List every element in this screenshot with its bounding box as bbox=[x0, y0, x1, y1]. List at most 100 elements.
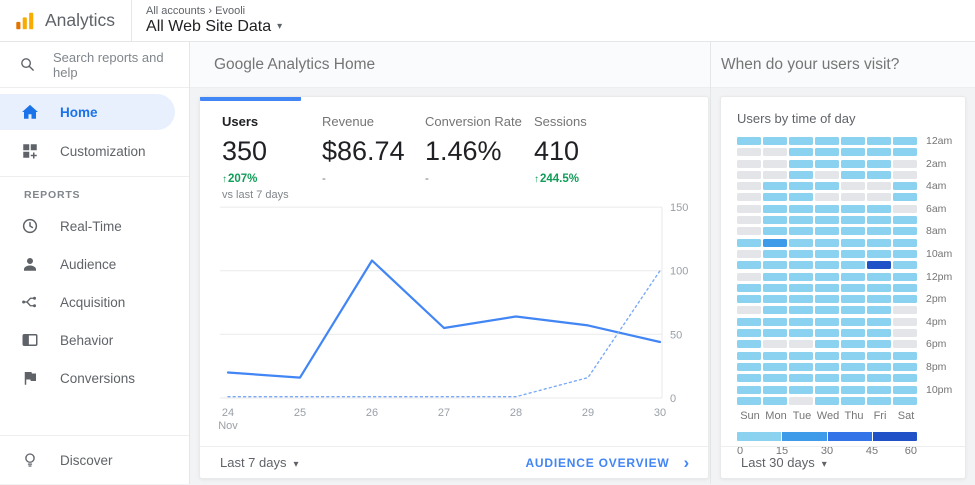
audience-overview-link[interactable]: AUDIENCE OVERVIEW › bbox=[525, 453, 690, 472]
heatmap-cell[interactable] bbox=[815, 272, 839, 281]
heatmap-cell[interactable] bbox=[763, 374, 787, 383]
heatmap-cell[interactable] bbox=[841, 351, 865, 360]
metric-sessions[interactable]: Sessions 410 ↑244.5% bbox=[534, 114, 644, 201]
heatmap-cell[interactable] bbox=[763, 306, 787, 315]
heatmap-cell[interactable] bbox=[763, 170, 787, 179]
heatmap-cell[interactable] bbox=[737, 340, 761, 349]
heatmap-cell[interactable] bbox=[867, 362, 891, 371]
heatmap-cell[interactable] bbox=[893, 272, 917, 281]
heatmap-cell[interactable] bbox=[789, 204, 813, 213]
heatmap-cell[interactable] bbox=[841, 374, 865, 383]
heatmap-cell[interactable] bbox=[867, 227, 891, 236]
heatmap-cell[interactable] bbox=[893, 362, 917, 371]
heatmap-cell[interactable] bbox=[737, 362, 761, 371]
heatmap-cell[interactable] bbox=[789, 170, 813, 179]
heatmap-cell[interactable] bbox=[815, 159, 839, 168]
heatmap-cell[interactable] bbox=[867, 137, 891, 145]
heatmap-cell[interactable] bbox=[867, 351, 891, 360]
heatmap-cell[interactable] bbox=[763, 329, 787, 338]
heatmap-cell[interactable] bbox=[867, 295, 891, 304]
heatmap-cell[interactable] bbox=[789, 227, 813, 236]
heatmap-cell[interactable] bbox=[789, 249, 813, 258]
heatmap-cell[interactable] bbox=[893, 329, 917, 338]
heatmap-cell[interactable] bbox=[893, 193, 917, 202]
heatmap-cell[interactable] bbox=[893, 306, 917, 315]
heatmap-cell[interactable] bbox=[737, 137, 761, 145]
heatmap-cell[interactable] bbox=[815, 238, 839, 247]
heatmap-cell[interactable] bbox=[763, 216, 787, 225]
heatmap-cell[interactable] bbox=[737, 170, 761, 179]
heatmap-cell[interactable] bbox=[789, 295, 813, 304]
heatmap-cell[interactable] bbox=[763, 283, 787, 292]
heatmap-cell[interactable] bbox=[737, 216, 761, 225]
metric-conversion-rate[interactable]: Conversion Rate 1.46% ↑- bbox=[425, 114, 534, 201]
metric-revenue[interactable]: Revenue $86.74 ↑- bbox=[322, 114, 425, 201]
heatmap-cell[interactable] bbox=[763, 362, 787, 371]
heatmap-cell[interactable] bbox=[841, 272, 865, 281]
sidebar-item-behavior[interactable]: Behavior bbox=[0, 321, 189, 359]
breadcrumb[interactable]: All accounts › Evooli bbox=[146, 4, 246, 17]
heatmap-cell[interactable] bbox=[841, 261, 865, 270]
heatmap-cell[interactable] bbox=[789, 317, 813, 326]
heatmap-cell[interactable] bbox=[893, 374, 917, 383]
heatmap-cell[interactable] bbox=[789, 283, 813, 292]
heatmap-cell[interactable] bbox=[737, 238, 761, 247]
heatmap-cell[interactable] bbox=[763, 340, 787, 349]
heatmap-cell[interactable] bbox=[737, 193, 761, 202]
heatmap-cell[interactable] bbox=[789, 374, 813, 383]
heatmap-date-range-selector[interactable]: Last 30 days ▾ bbox=[741, 455, 827, 470]
heatmap-cell[interactable] bbox=[867, 204, 891, 213]
heatmap-cell[interactable] bbox=[841, 306, 865, 315]
heatmap-cell[interactable] bbox=[815, 182, 839, 191]
heatmap-cell[interactable] bbox=[737, 148, 761, 157]
heatmap-cell[interactable] bbox=[893, 317, 917, 326]
heatmap-cell[interactable] bbox=[867, 159, 891, 168]
heatmap-cell[interactable] bbox=[841, 148, 865, 157]
metric-users[interactable]: Users 350 ↑207% vs last 7 days bbox=[222, 114, 322, 201]
heatmap-cell[interactable] bbox=[815, 193, 839, 202]
heatmap-cell[interactable] bbox=[737, 204, 761, 213]
heatmap-cell[interactable] bbox=[815, 227, 839, 236]
heatmap-cell[interactable] bbox=[737, 261, 761, 270]
heatmap-cell[interactable] bbox=[789, 261, 813, 270]
heatmap-cell[interactable] bbox=[763, 295, 787, 304]
heatmap-cell[interactable] bbox=[789, 329, 813, 338]
heatmap-cell[interactable] bbox=[815, 216, 839, 225]
heatmap-cell[interactable] bbox=[737, 396, 761, 405]
heatmap-cell[interactable] bbox=[789, 193, 813, 202]
heatmap-cell[interactable] bbox=[867, 385, 891, 394]
heatmap-cell[interactable] bbox=[841, 193, 865, 202]
heatmap-cell[interactable] bbox=[893, 182, 917, 191]
heatmap-cell[interactable] bbox=[867, 182, 891, 191]
heatmap-cell[interactable] bbox=[789, 238, 813, 247]
heatmap-cell[interactable] bbox=[763, 204, 787, 213]
heatmap-cell[interactable] bbox=[841, 227, 865, 236]
heatmap-cell[interactable] bbox=[815, 317, 839, 326]
heatmap-cell[interactable] bbox=[763, 227, 787, 236]
heatmap-cell[interactable] bbox=[893, 385, 917, 394]
heatmap-cell[interactable] bbox=[841, 159, 865, 168]
heatmap-cell[interactable] bbox=[763, 193, 787, 202]
heatmap-cell[interactable] bbox=[893, 295, 917, 304]
heatmap-cell[interactable] bbox=[763, 159, 787, 168]
heatmap-cell[interactable] bbox=[893, 204, 917, 213]
heatmap-cell[interactable] bbox=[763, 385, 787, 394]
heatmap-cell[interactable] bbox=[789, 306, 813, 315]
heatmap-cell[interactable] bbox=[867, 238, 891, 247]
heatmap-cell[interactable] bbox=[815, 148, 839, 157]
heatmap-cell[interactable] bbox=[893, 396, 917, 405]
heatmap-cell[interactable] bbox=[841, 295, 865, 304]
heatmap-cell[interactable] bbox=[815, 340, 839, 349]
heatmap-cell[interactable] bbox=[737, 329, 761, 338]
heatmap-cell[interactable] bbox=[763, 261, 787, 270]
heatmap-cell[interactable] bbox=[893, 351, 917, 360]
heatmap-cell[interactable] bbox=[893, 238, 917, 247]
heatmap-cell[interactable] bbox=[867, 193, 891, 202]
sidebar-item-audience[interactable]: Audience bbox=[0, 245, 189, 283]
heatmap-cell[interactable] bbox=[867, 261, 891, 270]
heatmap-cell[interactable] bbox=[789, 137, 813, 145]
heatmap-cell[interactable] bbox=[737, 159, 761, 168]
heatmap-cell[interactable] bbox=[789, 396, 813, 405]
heatmap-cell[interactable] bbox=[893, 137, 917, 145]
heatmap-cell[interactable] bbox=[815, 306, 839, 315]
